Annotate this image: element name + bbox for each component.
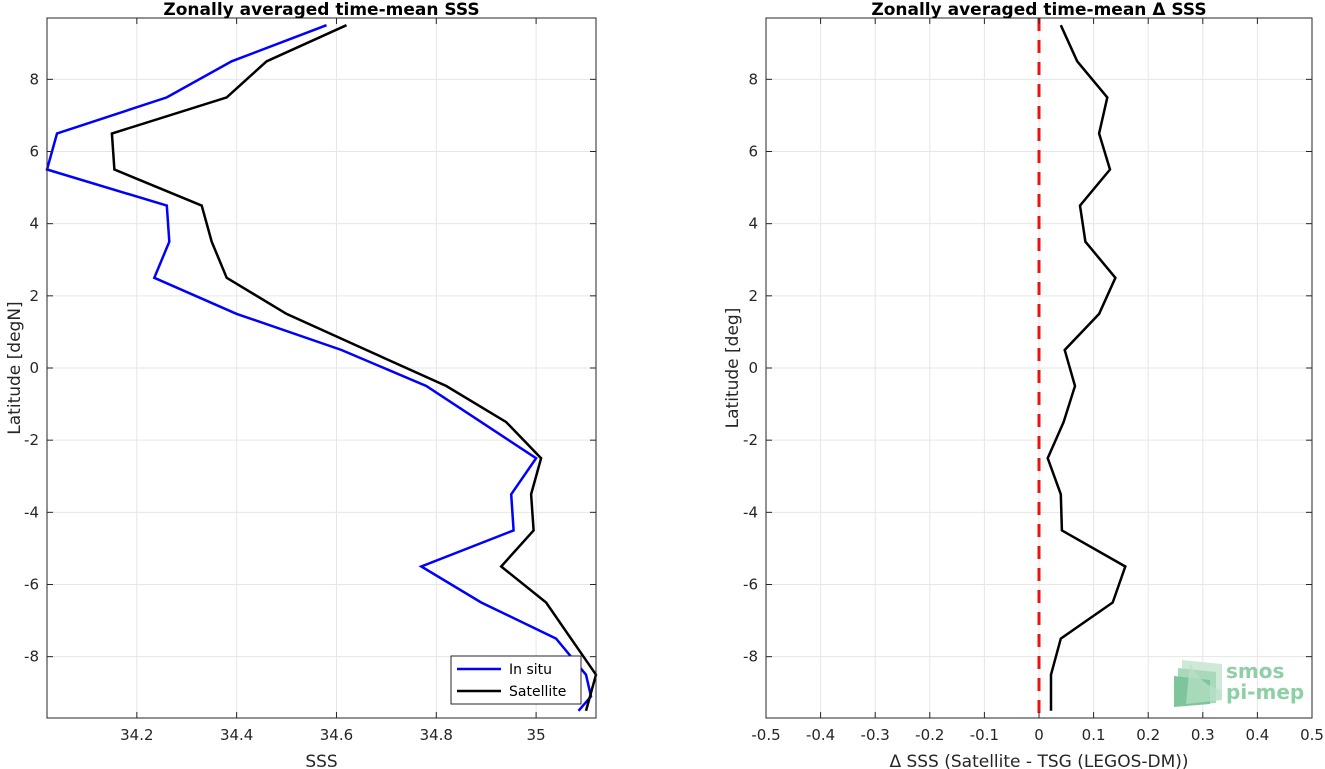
y-tick-label: 2 — [748, 287, 758, 305]
y-tick-label: 8 — [748, 70, 758, 88]
y-tick-label: -4 — [24, 503, 39, 521]
left-chart: 34.2 34.4 34.6 34.8 35 -8 -6 -4 -2 0 2 4 6 8 Zonally a… — [5, 0, 598, 769]
y-tick-label: -2 — [743, 431, 758, 449]
y-tick-label: -8 — [24, 648, 39, 666]
y-tick-label: 0 — [748, 359, 758, 377]
y-tick-label: 4 — [29, 215, 39, 233]
y-axis-label: Latitude [deg] — [723, 308, 743, 429]
x-tick-label: 0.2 — [1136, 726, 1160, 744]
smos-pi-mep-logo: smos pi-mep — [1174, 659, 1304, 707]
x-tick-label: 0.4 — [1245, 726, 1269, 744]
y-tick-label: -6 — [743, 575, 758, 593]
legend-entry: Satellite — [509, 684, 566, 700]
logo-line1: smos — [1226, 659, 1284, 683]
x-tick-label: 0.5 — [1300, 726, 1324, 744]
x-tick-label: -0.4 — [806, 726, 835, 744]
y-tick-label: -2 — [24, 431, 39, 449]
legend: In situ Satellite — [450, 655, 582, 705]
y-tick-label: -6 — [24, 575, 39, 593]
legend-entry: In situ — [509, 662, 552, 678]
right-chart: -0.5 -0.4 -0.3 -0.2 -0.1 0 0.1 0.2 0.3 0.4 0.5 -8 -6… — [723, 0, 1324, 769]
y-tick-label: 6 — [29, 143, 39, 161]
y-tick-label: 6 — [748, 143, 758, 161]
y-tick-label: -4 — [743, 503, 758, 521]
x-axis-label: Δ SSS (Satellite - TSG (LEGOS-DM)) — [889, 752, 1188, 769]
x-tick-label: 34.4 — [220, 726, 253, 744]
x-tick-label: -0.5 — [751, 726, 780, 744]
y-tick-label: 0 — [29, 359, 39, 377]
y-tick-label: 8 — [29, 70, 39, 88]
x-tick-label: 34.6 — [320, 726, 353, 744]
x-tick-label: 0.3 — [1191, 726, 1215, 744]
series-line-delta-sss — [1046, 24, 1127, 711]
x-tick-label: 34.8 — [420, 726, 453, 744]
x-tick-label: 0.1 — [1082, 726, 1106, 744]
chart-title: Zonally averaged time-mean SSS — [163, 0, 479, 20]
legend-box — [450, 655, 582, 705]
chart-title: Zonally averaged time-mean Δ SSS — [871, 0, 1206, 20]
y-tick-label: 2 — [29, 287, 39, 305]
x-tick-label: 35 — [527, 726, 546, 744]
x-tick-label: 0 — [1034, 726, 1044, 744]
y-tick-label: -8 — [743, 648, 758, 666]
x-tick-label: -0.3 — [861, 726, 890, 744]
x-tick-label: -0.1 — [970, 726, 999, 744]
series-line-in-situ — [45, 24, 593, 712]
x-axis-label: SSS — [305, 752, 337, 769]
y-axis-label: Latitude [degN] — [5, 301, 25, 434]
y-tick-label: 4 — [748, 215, 758, 233]
x-tick-label: 34.2 — [120, 726, 153, 744]
series-line-satellite — [110, 24, 598, 712]
x-tick-label: -0.2 — [915, 726, 944, 744]
logo-line2: pi-mep — [1226, 680, 1304, 704]
